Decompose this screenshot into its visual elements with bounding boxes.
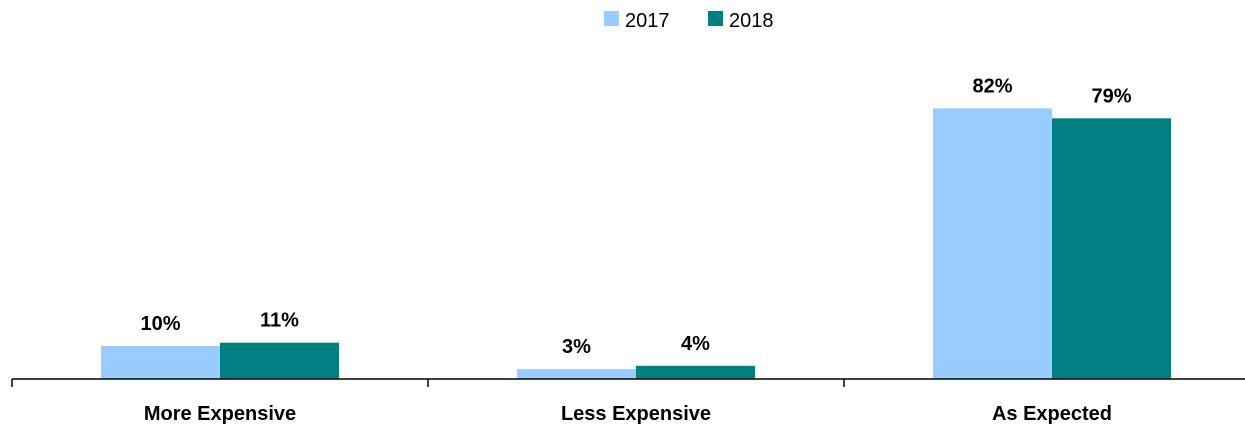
data-label-2017-as-expected: 82%	[972, 75, 1012, 97]
category-label: Less Expensive	[561, 403, 711, 425]
bar-2018-less-expensive	[636, 365, 755, 379]
category-labels-group: More Expensive Less Expensive As Expected	[144, 403, 1112, 425]
category-label: As Expected	[992, 403, 1112, 425]
data-labels-group: 10% 11% 3% 4% 82% 79%	[140, 75, 1131, 358]
bar-2017-as-expected	[933, 108, 1052, 380]
x-axis	[11, 378, 1245, 387]
bar-2017-less-expensive	[517, 369, 636, 379]
bars-group	[101, 108, 1171, 380]
bar-2018-as-expected	[1052, 118, 1171, 380]
data-label-2018-less-expensive: 4%	[681, 333, 710, 355]
legend-swatch-2018	[708, 11, 723, 26]
legend-swatch-2017	[604, 11, 619, 26]
legend-label-2018: 2018	[729, 10, 774, 32]
bar-2018-more-expensive	[220, 342, 339, 379]
category-label: More Expensive	[144, 403, 296, 425]
data-label-2017-more-expensive: 10%	[140, 313, 180, 335]
data-label-2017-less-expensive: 3%	[562, 336, 591, 358]
legend: 2017 2018	[604, 10, 774, 32]
data-label-2018-as-expected: 79%	[1091, 85, 1131, 107]
bar-2017-more-expensive	[101, 346, 220, 379]
legend-label-2017: 2017	[625, 10, 670, 32]
data-label-2018-more-expensive: 11%	[260, 310, 299, 332]
